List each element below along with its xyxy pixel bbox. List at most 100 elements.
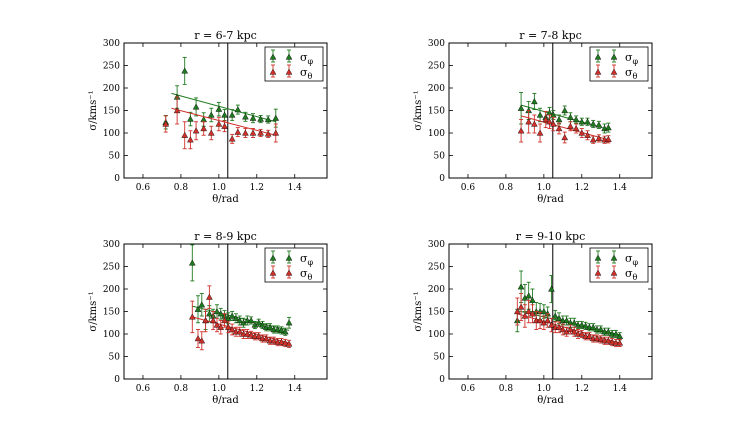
y-tick-label: 300 — [428, 39, 445, 49]
y-tick-label: 250 — [428, 62, 445, 72]
data-point-theta — [561, 134, 569, 141]
data-point-theta — [595, 134, 603, 142]
chart-title: r = 6-7 kpc — [194, 29, 257, 42]
data-point-theta — [529, 310, 536, 317]
data-point-theta — [213, 321, 221, 328]
x-tick-label: 1.4 — [288, 183, 303, 193]
data-point-theta — [608, 338, 616, 345]
x-tick-label: 1.2 — [250, 384, 264, 394]
data-point-phi — [236, 317, 244, 324]
data-point-phi — [213, 308, 221, 315]
data-point-phi — [605, 328, 612, 335]
data-point-theta — [567, 326, 574, 333]
legend-box — [264, 247, 324, 283]
data-point-phi — [589, 323, 597, 330]
data-point-phi — [570, 319, 578, 326]
data-point-theta — [586, 332, 593, 339]
data-point-phi — [597, 326, 605, 333]
data-point-phi — [274, 326, 282, 333]
legend-label-theta: σθ — [625, 66, 638, 81]
data-point-theta — [173, 107, 181, 114]
data-point-phi — [531, 98, 538, 105]
data-point-phi — [217, 310, 225, 317]
data-point-theta — [217, 323, 225, 330]
legend-label-phi: σφ — [300, 51, 314, 66]
data-point-phi — [616, 332, 624, 339]
data-point-phi — [187, 115, 194, 122]
data-point-phi — [257, 115, 264, 122]
data-point-theta — [202, 317, 209, 324]
y-tick-label: 250 — [103, 62, 120, 72]
x-tick-label: 1.0 — [537, 183, 552, 193]
data-point-theta — [513, 308, 521, 315]
data-point-theta — [525, 308, 533, 315]
data-point-theta — [242, 129, 249, 136]
x-tick-label: 0.6 — [461, 183, 476, 193]
data-point-phi — [259, 321, 266, 328]
data-point-theta — [243, 330, 251, 337]
data-point-phi — [582, 322, 589, 329]
legend-marker-theta — [269, 68, 277, 75]
y-axis-label: σ/kms⁻¹ — [88, 291, 99, 331]
data-point-theta — [544, 317, 551, 324]
data-point-phi — [578, 118, 586, 125]
data-point-theta — [221, 122, 228, 129]
data-point-theta — [578, 129, 586, 136]
data-point-theta — [192, 127, 200, 134]
legend-marker-theta — [594, 269, 602, 276]
data-point-phi — [188, 259, 196, 266]
x-tick-label: 0.6 — [136, 183, 151, 193]
data-point-theta — [525, 118, 533, 125]
data-point-phi — [221, 111, 228, 118]
data-point-theta — [570, 328, 578, 335]
data-point-theta — [278, 338, 285, 345]
data-point-theta — [584, 131, 591, 138]
data-point-phi — [281, 328, 289, 335]
data-point-phi — [255, 319, 263, 326]
data-point-theta — [181, 131, 189, 138]
data-point-phi — [278, 326, 285, 333]
data-point-theta — [200, 125, 208, 132]
y-tick-label: 300 — [103, 240, 120, 250]
legend-marker-theta — [610, 269, 618, 276]
chart-panel-1: r = 6-7 kpc 0 50 100 150 200 250 300 0.6 0.8 1.0 1.… — [88, 29, 328, 205]
y-tick-label: 50 — [109, 152, 121, 162]
y-tick-label: 250 — [428, 263, 445, 273]
legend-marker-phi — [269, 254, 277, 261]
x-tick-label: 1.2 — [575, 384, 589, 394]
data-point-theta — [221, 317, 228, 324]
data-point-phi — [572, 116, 580, 123]
y-tick-label: 100 — [428, 129, 445, 139]
series-theta — [517, 110, 612, 144]
data-point-theta — [536, 317, 544, 324]
x-tick-label: 0.6 — [461, 384, 476, 394]
y-axis-label: σ/kms⁻¹ — [88, 90, 99, 130]
data-point-phi — [529, 296, 536, 303]
data-point-theta — [207, 129, 215, 136]
y-tick-label: 200 — [103, 285, 120, 295]
x-tick-label: 1.2 — [250, 183, 264, 193]
y-tick-label: 100 — [103, 330, 120, 340]
data-point-phi — [540, 308, 548, 315]
data-point-phi — [567, 113, 574, 120]
chart-panel-3: r = 8-9 kpc 0 50 100 150 200 250 300 0.6 0.8 1.0 1.… — [88, 230, 328, 406]
y-tick-label: 300 — [103, 39, 120, 49]
legend-box — [589, 247, 649, 283]
data-point-phi — [242, 113, 249, 120]
legend-marker-phi — [610, 53, 618, 60]
data-point-phi — [536, 111, 544, 118]
data-point-theta — [225, 323, 232, 330]
legend-marker-theta — [285, 68, 293, 75]
y-tick-label: 0 — [114, 375, 120, 385]
x-tick-label: 1.4 — [613, 384, 628, 394]
y-tick-label: 200 — [428, 84, 445, 94]
legend-marker-theta — [594, 68, 602, 75]
data-point-theta — [555, 125, 563, 132]
data-point-theta — [555, 323, 563, 330]
chart-title: r = 8-9 kpc — [194, 230, 257, 243]
data-point-theta — [521, 312, 529, 319]
data-point-phi — [228, 111, 236, 118]
y-tick-label: 100 — [428, 330, 445, 340]
